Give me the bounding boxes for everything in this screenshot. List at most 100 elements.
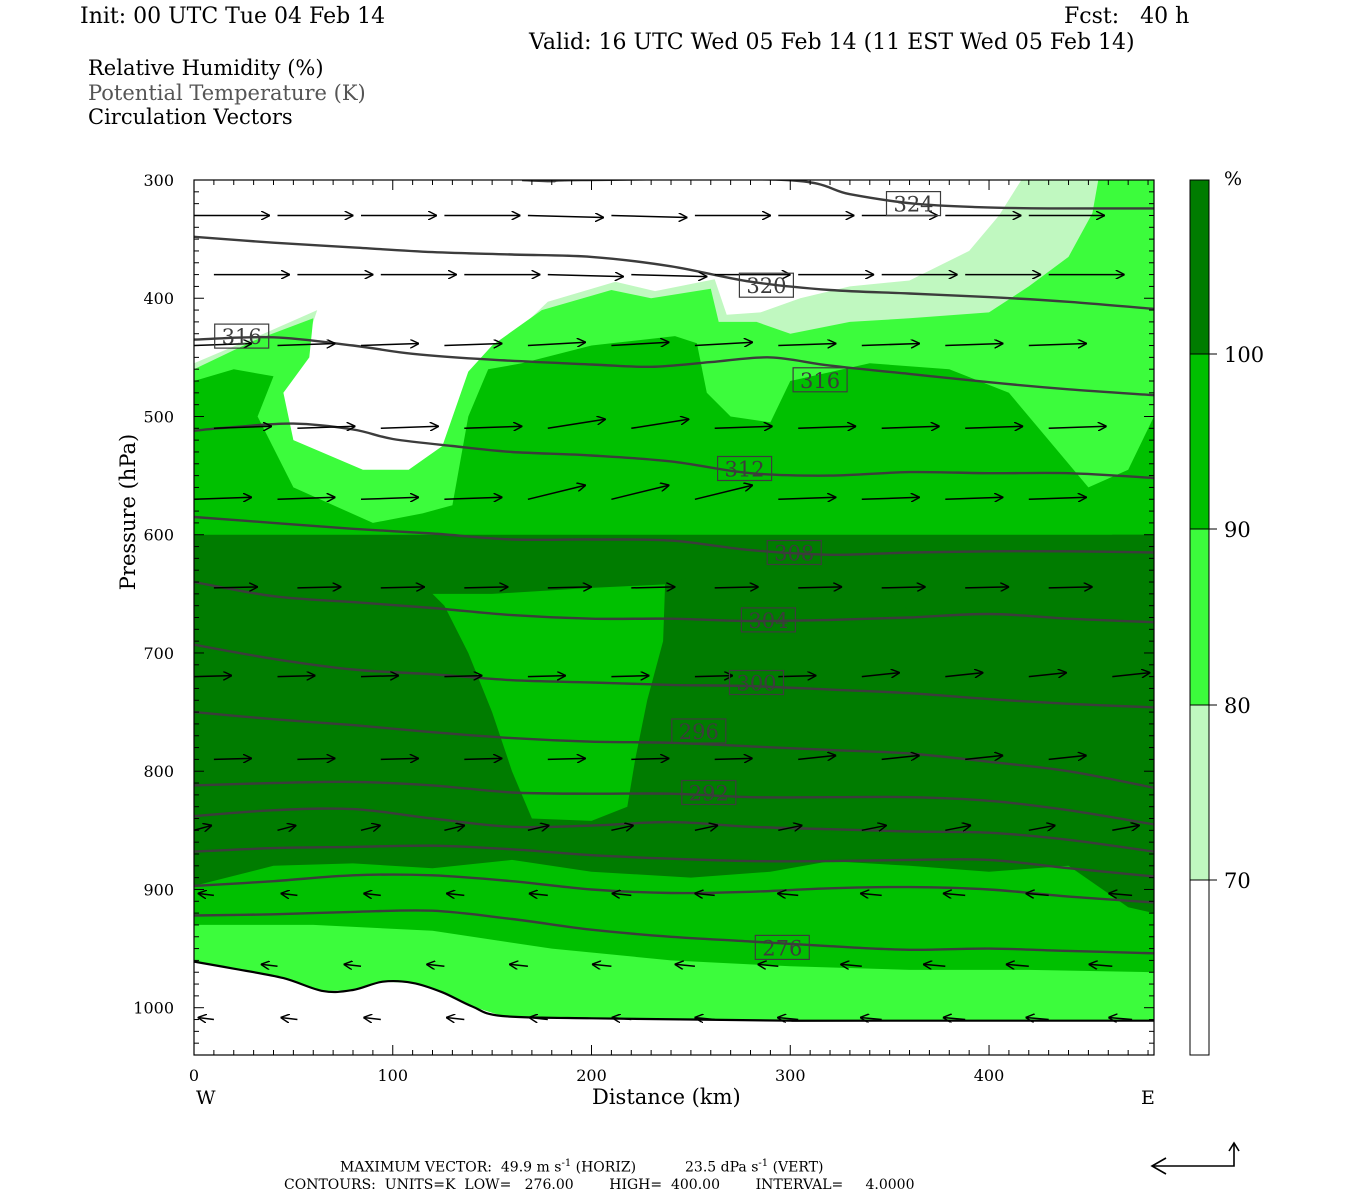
circulation-vector	[444, 497, 502, 499]
terrain-line	[194, 960, 1154, 1022]
circulation-vector	[529, 1018, 548, 1020]
terrain-fill	[194, 961, 1154, 1055]
y-tick-label: 500	[143, 407, 174, 426]
circulation-vector	[380, 587, 425, 588]
circulation-vector	[694, 1018, 715, 1020]
contour-label-box	[671, 718, 727, 744]
circulation-vector	[444, 344, 502, 346]
circulation-vector	[778, 497, 836, 499]
circulation-vector	[945, 825, 971, 830]
contour-label-box	[766, 539, 822, 566]
circulation-vector	[1048, 755, 1087, 759]
theta-contour-316	[194, 335, 1154, 397]
circulation-vector	[344, 964, 362, 966]
circulation-vector	[360, 825, 381, 830]
circulation-vector	[213, 426, 272, 428]
circulation-vector	[861, 825, 887, 830]
circulation-vector	[881, 587, 926, 588]
theta-contour-296	[194, 710, 1154, 789]
circulation-vector	[426, 964, 445, 966]
contour-label-320: 320	[746, 274, 786, 298]
circulation-vector	[777, 1018, 799, 1020]
circulation-vector	[277, 676, 316, 677]
circulation-vector	[777, 893, 799, 895]
circulation-vector	[198, 893, 214, 895]
circulation-vector	[694, 825, 718, 830]
field-rh-label: Relative Humidity (%)	[88, 56, 324, 80]
circulation-vector	[965, 587, 1009, 588]
footer-contours: CONTOURS: UNITS=K LOW= 276.00 HIGH= 400.…	[284, 1177, 915, 1193]
theta-contour-308	[194, 515, 1154, 557]
circulation-vector	[694, 893, 715, 895]
y-tick-label: 1000	[133, 999, 174, 1018]
contour-label-316: 316	[800, 369, 840, 393]
circulation-vector	[798, 426, 856, 428]
circulation-vector	[1112, 825, 1140, 830]
circulation-vector	[1112, 673, 1150, 677]
west-end-label: W	[196, 1087, 216, 1109]
theta-contour-304	[194, 580, 1154, 624]
circulation-vector	[881, 426, 940, 428]
x-tick-label: 200	[576, 1066, 607, 1085]
circulation-vector	[380, 758, 419, 759]
circulation-vector	[861, 344, 920, 346]
contour-label-300: 300	[736, 672, 776, 696]
y-tick-label: 700	[143, 644, 174, 663]
circulation-vector	[778, 825, 802, 830]
circulation-vector	[965, 426, 1023, 428]
circulation-vector	[446, 1018, 465, 1020]
circulation-vector	[444, 825, 465, 830]
y-tick-label: 600	[143, 526, 174, 545]
circulation-vector	[840, 964, 862, 966]
circulation-vector	[213, 587, 258, 588]
circulation-vector	[194, 497, 252, 499]
contour-label-312: 312	[725, 458, 765, 482]
circulation-vector	[611, 216, 687, 218]
circulation-vector	[527, 342, 586, 345]
circulation-vector	[631, 758, 669, 759]
forecast-hour: Fcst: 40 h	[1064, 4, 1190, 29]
circulation-vector	[297, 426, 355, 428]
circulation-vector	[297, 758, 335, 759]
circulation-vector	[297, 587, 341, 588]
circulation-vector	[1028, 673, 1067, 677]
circulation-vector	[527, 676, 566, 677]
circulation-vector	[261, 964, 278, 966]
contour-label-304: 304	[748, 609, 788, 633]
circulation-vector	[198, 1018, 214, 1020]
contour-label-276: 276	[762, 936, 802, 960]
circulation-vector	[675, 964, 695, 966]
circulation-vector	[945, 673, 983, 677]
circulation-vector	[631, 587, 675, 588]
circulation-vector	[945, 344, 1003, 346]
theta-contour-292	[194, 780, 1154, 826]
theta-contour-276	[194, 909, 1154, 955]
circulation-vector	[277, 497, 336, 499]
theta-contour-288	[194, 807, 1154, 853]
circulation-vector	[194, 825, 212, 830]
contour-label-296: 296	[679, 720, 719, 744]
circulation-vector	[1028, 497, 1087, 499]
theta-contour-312	[194, 422, 1154, 480]
circulation-vector	[714, 587, 759, 588]
theta-contour-324	[521, 180, 1154, 210]
circulation-vector	[380, 426, 439, 428]
theta-contour-320	[194, 235, 1154, 311]
footer-max-vector: MAXIMUM VECTOR: 49.9 m s-1 (HORIZ) 23.5 …	[340, 1158, 824, 1176]
circulation-vector	[363, 1018, 381, 1020]
contour-label-box	[754, 934, 810, 961]
circulation-vector	[861, 497, 920, 499]
contour-label-box	[740, 607, 797, 633]
colorbar-label-70: 70	[1224, 869, 1251, 893]
circulation-vector	[1089, 964, 1113, 966]
circulation-vector	[611, 342, 669, 345]
colorbar-label-100: 100	[1224, 343, 1264, 367]
valid-time: Valid: 16 UTC Wed 05 Feb 14 (11 EST Wed …	[529, 30, 1135, 55]
y-tick-label: 300	[143, 171, 174, 190]
circulation-vector	[509, 964, 528, 966]
circulation-vector	[464, 426, 522, 428]
circulation-vector	[1006, 964, 1029, 966]
circulation-vector	[611, 825, 633, 830]
field-theta-label: Potential Temperature (K)	[88, 81, 366, 105]
